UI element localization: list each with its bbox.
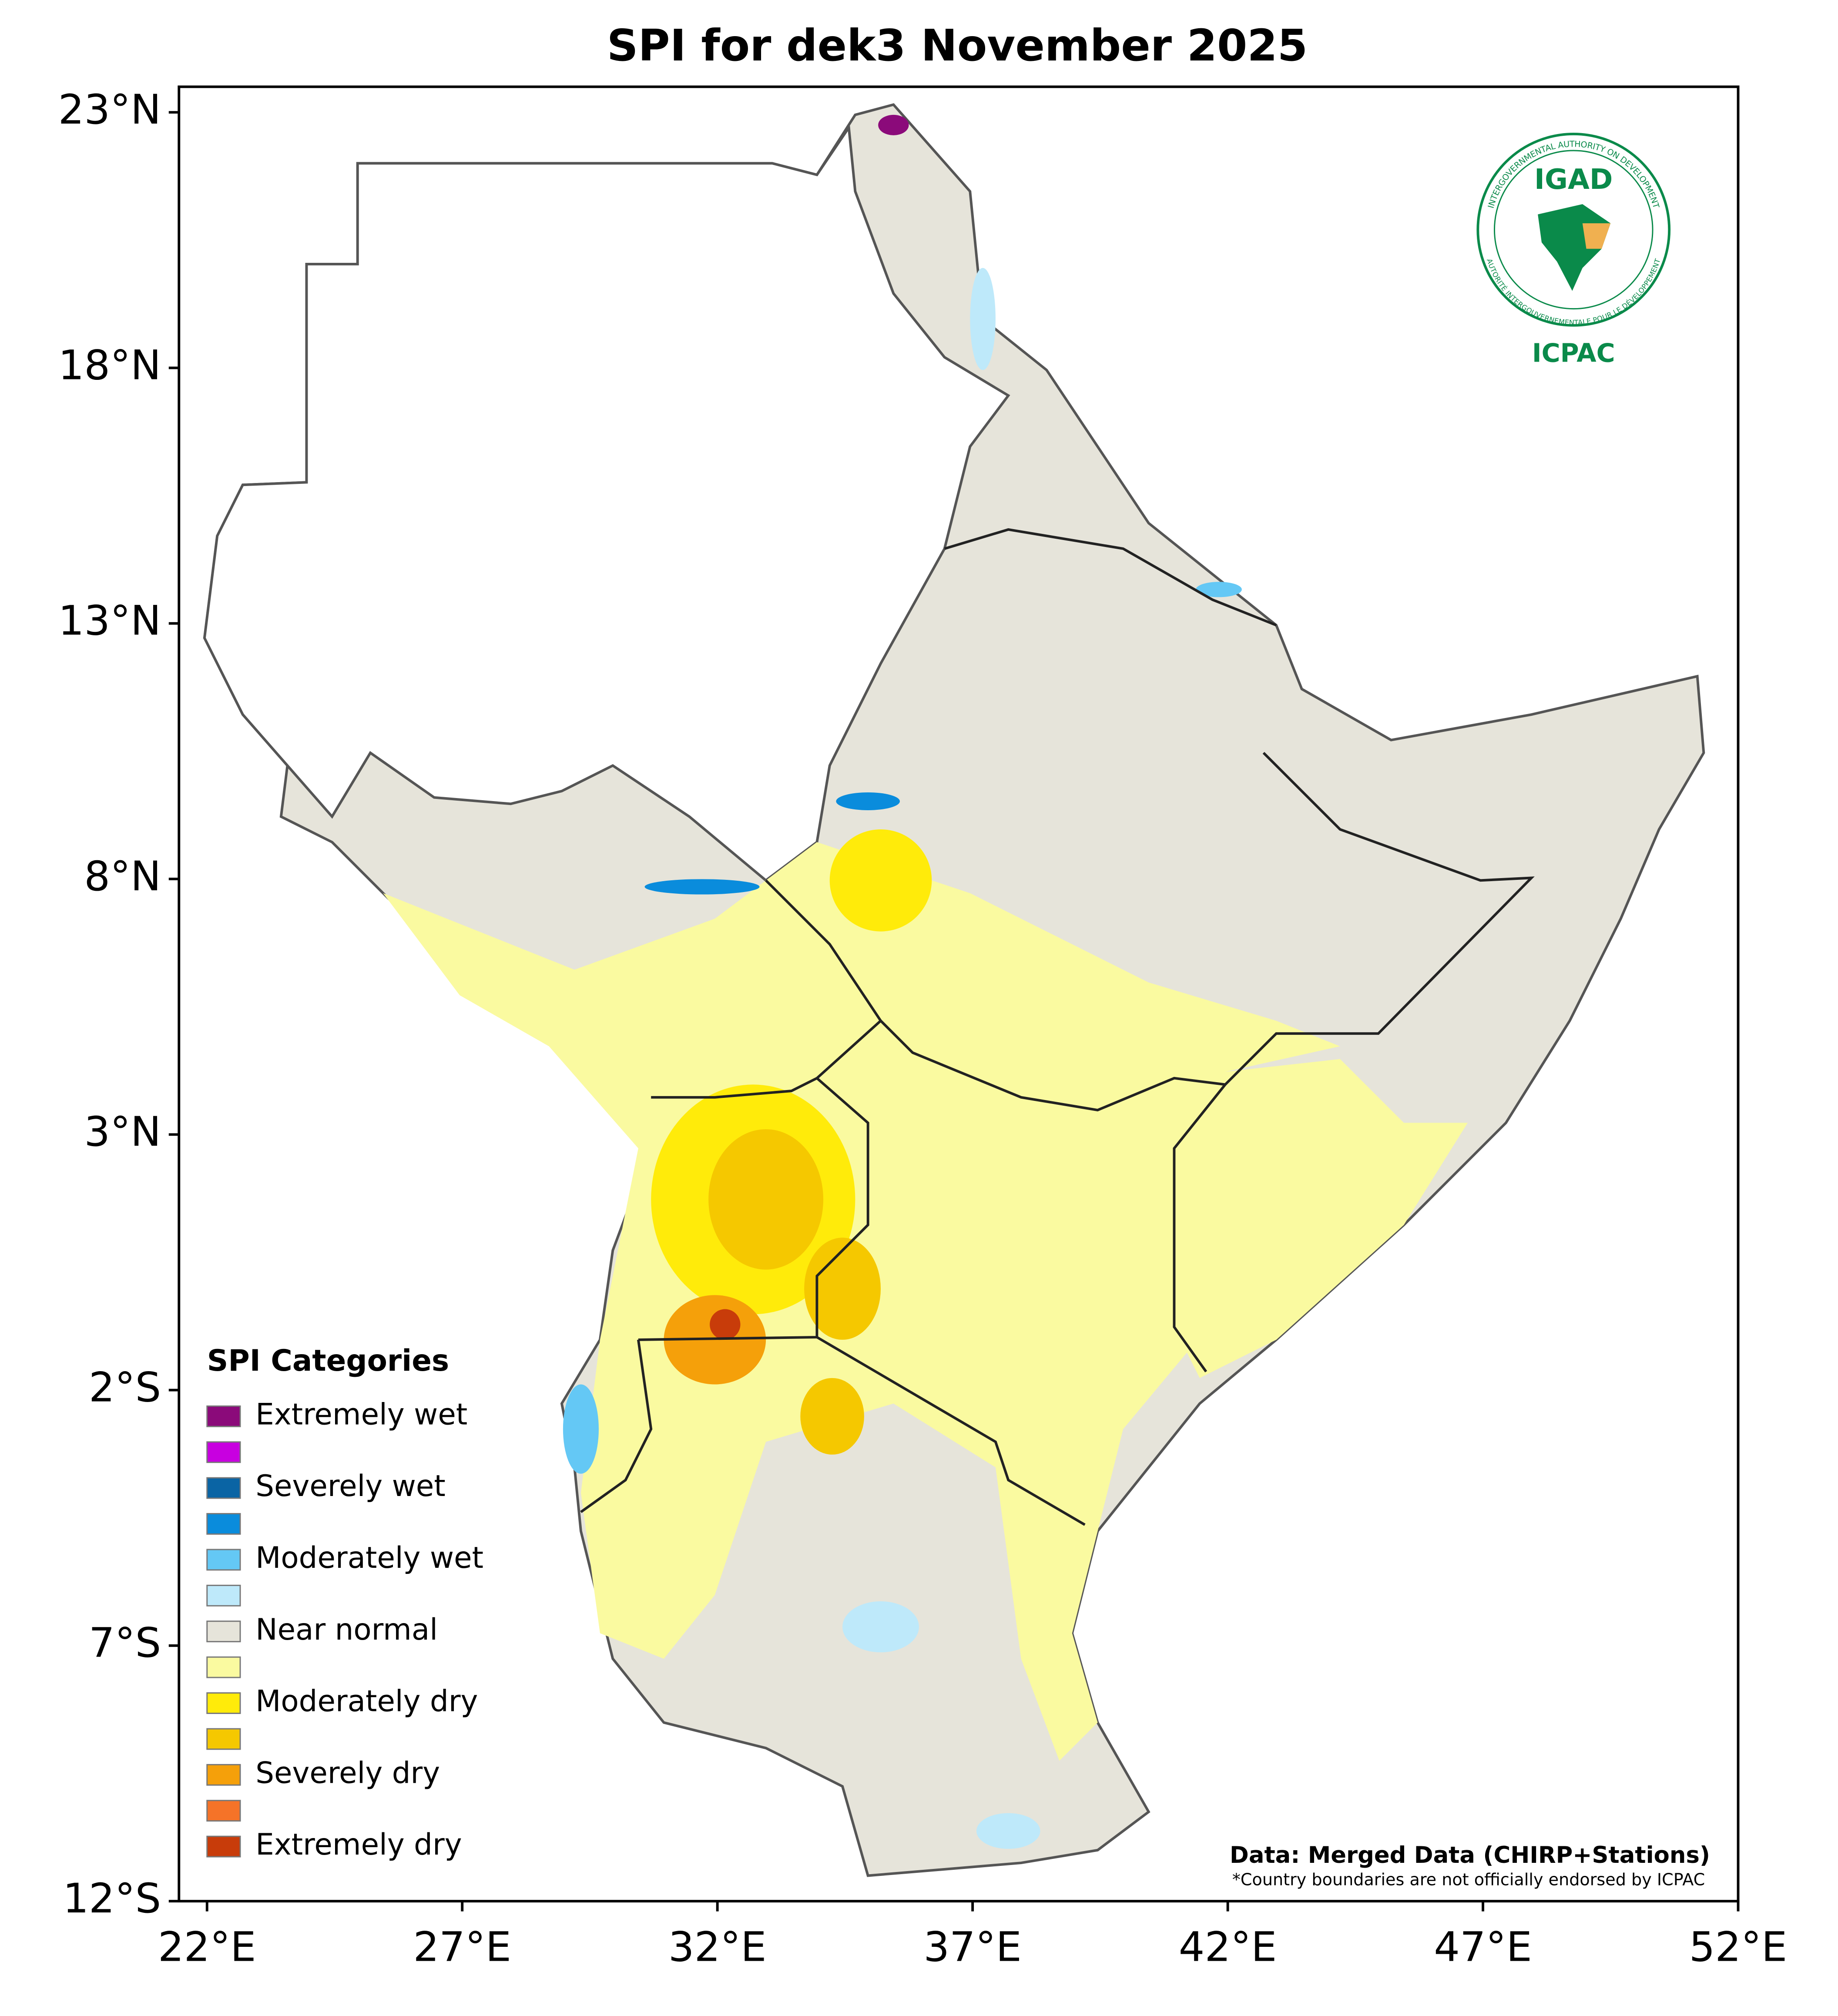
legend-swatch [206, 1728, 241, 1750]
border [1173, 1083, 1227, 1372]
logo-name: IGAD [1534, 163, 1613, 196]
slightly-wet [842, 1601, 919, 1653]
legend-swatch [206, 1692, 241, 1714]
y-tick-label: 8°N [84, 853, 161, 900]
y-tick-label: 23°N [58, 86, 161, 134]
x-tick-label: 22°E [158, 1923, 256, 1971]
y-tick-label: 2°S [89, 1364, 161, 1411]
borders [580, 528, 1535, 1526]
axes: 22°E 27°E 32°E 37°E 42°E 47°E 52°E 12°S 7°S 2°S 3°… [58, 86, 1788, 1971]
y-tick-label: 18°N [58, 342, 161, 389]
legend-swatch [206, 1549, 241, 1571]
legend-swatch [206, 1584, 241, 1607]
y-tick-label: 12°S [63, 1875, 161, 1922]
plot-frame [178, 85, 1740, 1903]
y-tick-label: 13°N [58, 597, 161, 645]
legend-label: Severely dry [255, 1755, 440, 1790]
abnormally-dry-east [1174, 1059, 1468, 1378]
logo-ring-inner [1493, 150, 1654, 310]
border [651, 1020, 882, 1099]
border [638, 1077, 869, 1341]
x-tick-label: 42°E [1179, 1923, 1277, 1971]
legend-label: Severely wet [255, 1469, 446, 1503]
x-tick-label: 37°E [923, 1923, 1022, 1971]
legend-swatch [206, 1405, 241, 1427]
x-tick-label: 52°E [1689, 1923, 1788, 1971]
legend-swatch [206, 1441, 241, 1463]
logo-centre: ICPAC [1532, 338, 1615, 368]
legend-label: Moderately dry [255, 1684, 478, 1718]
moderately-wet [1196, 582, 1242, 597]
legend-label: Moderately wet [255, 1540, 483, 1575]
dry-core [708, 1129, 824, 1270]
legend-swatch [206, 1656, 241, 1678]
dry-spot [829, 829, 932, 932]
y-tick-label: 3°N [84, 1108, 161, 1156]
legend-swatch [206, 1477, 241, 1499]
border [816, 1336, 1086, 1526]
legend-title: SPI Categories [207, 1343, 449, 1378]
logo-region [1582, 223, 1611, 249]
severely-wet [644, 879, 760, 895]
x-tick-label: 27°E [413, 1923, 511, 1971]
slightly-wet [976, 1813, 1040, 1849]
legend: Extremely wet Severely wet Moderately wet N… [206, 1397, 483, 1862]
dry-spot [804, 1238, 881, 1340]
extremely-dry [710, 1309, 741, 1340]
credits-source: Data: Merged Data (CHIRP+Stations) [1230, 1842, 1710, 1868]
slightly-wet [970, 268, 996, 370]
legend-swatch [206, 1835, 241, 1858]
moderately-wet [563, 1384, 599, 1474]
legend-swatch [206, 1764, 241, 1786]
border [944, 528, 1277, 627]
x-tick-label: 32°E [668, 1923, 767, 1971]
x-tick-label: 47°E [1434, 1923, 1532, 1971]
severely-wet [836, 792, 900, 810]
legend-swatch [206, 1800, 241, 1822]
legend-swatch [206, 1513, 241, 1535]
dry-spot [800, 1378, 864, 1455]
y-tick-label: 7°S [89, 1620, 161, 1667]
sudan [203, 124, 1010, 882]
border [580, 1339, 653, 1513]
legend-swatch [206, 1620, 241, 1643]
wet-areas [563, 114, 1242, 1849]
border [765, 751, 1535, 1112]
legend-label: Near normal [255, 1612, 438, 1647]
credits-note: *Country boundaries are not officially e… [1232, 1870, 1705, 1889]
legend-label: Extremely dry [255, 1827, 462, 1862]
land [203, 103, 1705, 1877]
legend-label: Extremely wet [255, 1397, 467, 1431]
extremely-wet [878, 114, 909, 135]
map-title: SPI for dek3 November 2025 [607, 20, 1308, 71]
